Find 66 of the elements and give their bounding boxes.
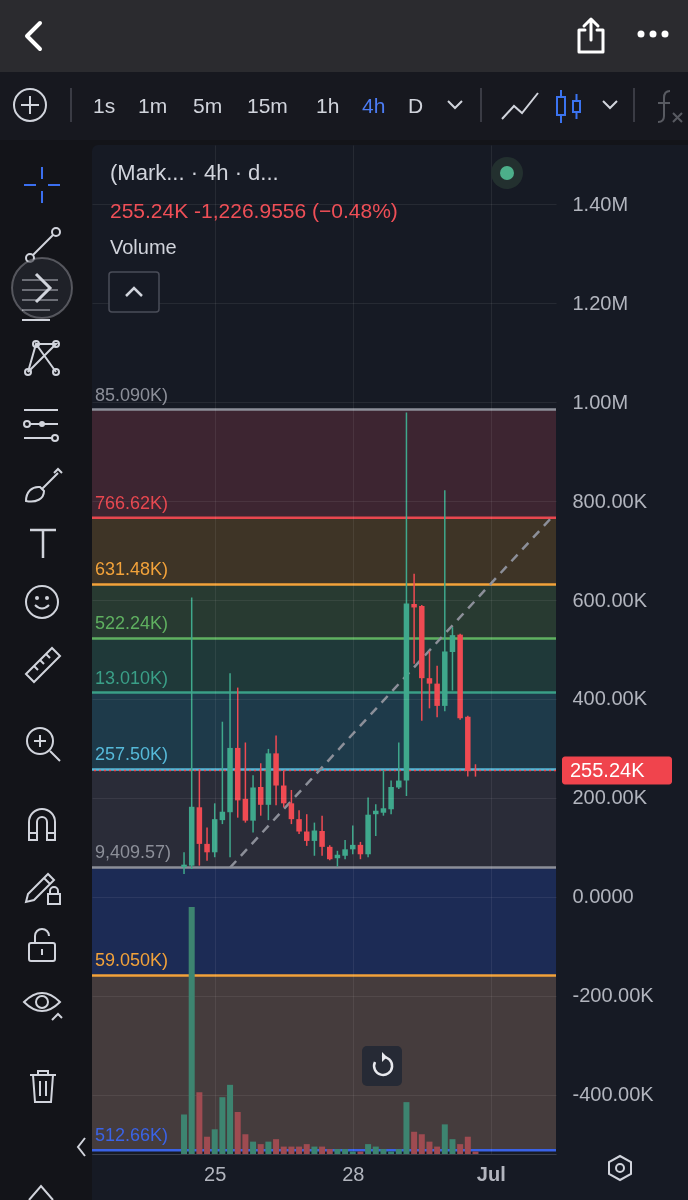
bar bbox=[227, 1084, 234, 1154]
bar bbox=[434, 1146, 441, 1154]
ref-line-label: 257.50K) bbox=[95, 744, 169, 765]
text: 15m bbox=[247, 93, 288, 117]
annotation: (Mark... · 4h · d... bbox=[110, 160, 279, 185]
annotation: 255.24K -1,226.9556 (−0.48%) bbox=[110, 198, 398, 222]
candlestick bbox=[288, 789, 295, 825]
text: 4h bbox=[362, 93, 386, 117]
text: D bbox=[408, 93, 424, 117]
text: 1s bbox=[93, 93, 116, 117]
candlestick bbox=[350, 824, 356, 856]
candlestick bbox=[396, 741, 402, 790]
bar bbox=[457, 1144, 464, 1154]
x-tick-label: 28 bbox=[342, 1162, 365, 1185]
y-tick-label: -200.00K bbox=[572, 984, 655, 1007]
y-tick-label: 200.00K bbox=[572, 786, 648, 809]
bar bbox=[334, 1149, 341, 1154]
candlestick bbox=[342, 839, 348, 860]
bar bbox=[311, 1146, 318, 1154]
y-tick-label: 600.00K bbox=[572, 588, 648, 611]
ref-line-label: 522.24K) bbox=[95, 613, 169, 634]
ref-line-label: 13.010K) bbox=[95, 667, 169, 688]
bar bbox=[265, 1141, 272, 1154]
y-tick-label: 1.40M bbox=[572, 192, 629, 215]
ref-line-label: 59.050K) bbox=[95, 950, 169, 971]
bar bbox=[196, 1092, 203, 1154]
candlestick bbox=[388, 779, 394, 815]
candlestick bbox=[373, 803, 379, 837]
candlestick bbox=[204, 826, 210, 862]
ref-line-label: 85.090K) bbox=[95, 384, 169, 405]
text: 1h bbox=[316, 93, 340, 117]
text: 1m bbox=[138, 93, 168, 117]
candlestick bbox=[380, 769, 387, 817]
annotation: Volume bbox=[110, 236, 177, 258]
candlestick bbox=[411, 573, 417, 665]
ref-line-label: 631.48K) bbox=[95, 559, 169, 580]
bar bbox=[365, 1144, 372, 1154]
bar bbox=[204, 1136, 211, 1154]
bar bbox=[319, 1146, 326, 1154]
candlestick bbox=[296, 809, 302, 835]
ref-line-label: 512.66K) bbox=[95, 1125, 169, 1146]
bar bbox=[257, 1144, 264, 1154]
annotation: 9,409.57) bbox=[95, 842, 172, 863]
candlestick bbox=[319, 814, 325, 857]
y-tick-label: 1.20M bbox=[572, 291, 629, 314]
y-tick-label: 0.0000 bbox=[572, 885, 634, 908]
bar bbox=[303, 1144, 310, 1154]
candlestick bbox=[434, 665, 440, 719]
y-tick-label: 400.00K bbox=[572, 687, 648, 710]
bar bbox=[250, 1141, 257, 1154]
bar bbox=[296, 1146, 303, 1154]
y-tick-label: -400.00K bbox=[572, 1083, 655, 1106]
x-tick-label: Jul bbox=[476, 1162, 506, 1185]
bar bbox=[326, 1149, 333, 1154]
bar bbox=[411, 1131, 418, 1154]
ref-line-label: 255.24K bbox=[570, 758, 646, 781]
bar bbox=[188, 907, 195, 1154]
bar bbox=[181, 1114, 188, 1154]
candlestick bbox=[426, 650, 433, 710]
bar bbox=[273, 1139, 280, 1154]
text: 5m bbox=[193, 93, 223, 117]
y-tick-label: 800.00K bbox=[572, 489, 648, 512]
ref-line-label: 766.62K) bbox=[95, 492, 169, 513]
x-tick-label: 25 bbox=[204, 1162, 227, 1185]
bar bbox=[342, 1149, 349, 1154]
y-tick-label: 1.00M bbox=[572, 390, 629, 413]
